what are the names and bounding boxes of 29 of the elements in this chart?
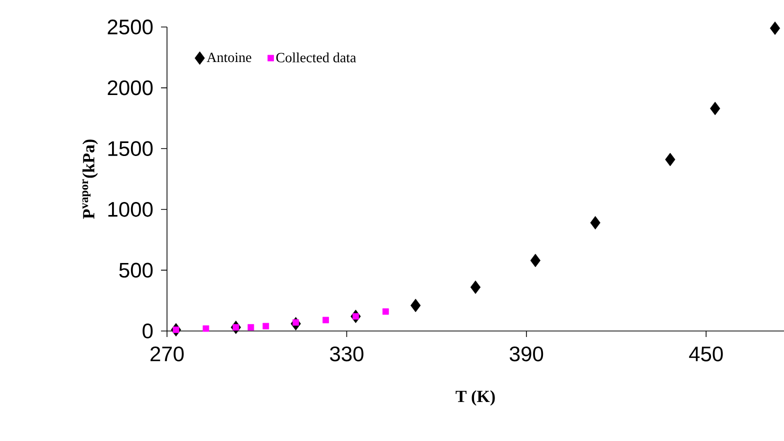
x-tick-label: 270 [150,346,184,362]
x-axis-title: T (K) [456,390,495,406]
y-tick-label: 0 [142,324,153,338]
point [382,308,389,315]
y-tick-label: 1000 [108,202,153,217]
legend-label: Collected data [276,52,356,62]
legend-label: Antoine [206,52,252,62]
y-axis-title: P$^{vapor}$(kPa) [82,140,98,219]
point [262,322,270,330]
x-tick-label: 390 [510,346,544,362]
point [202,325,210,332]
point [322,316,329,324]
point [710,102,720,116]
point [248,324,254,331]
y-tick-label: 500 [119,262,153,278]
point [172,326,180,333]
y-tick-label: 1500 [108,141,153,156]
y-tick-label: 2500 [108,20,153,34]
point [410,298,421,312]
point [292,319,299,326]
point [590,216,600,230]
point [352,313,359,320]
x-tick-label: 330 [330,346,364,362]
point [530,254,540,268]
x-tick-label: 450 [689,346,723,362]
y-tick-label: 2000 [108,80,153,96]
point [665,152,676,166]
point [232,324,240,331]
point [470,280,481,294]
